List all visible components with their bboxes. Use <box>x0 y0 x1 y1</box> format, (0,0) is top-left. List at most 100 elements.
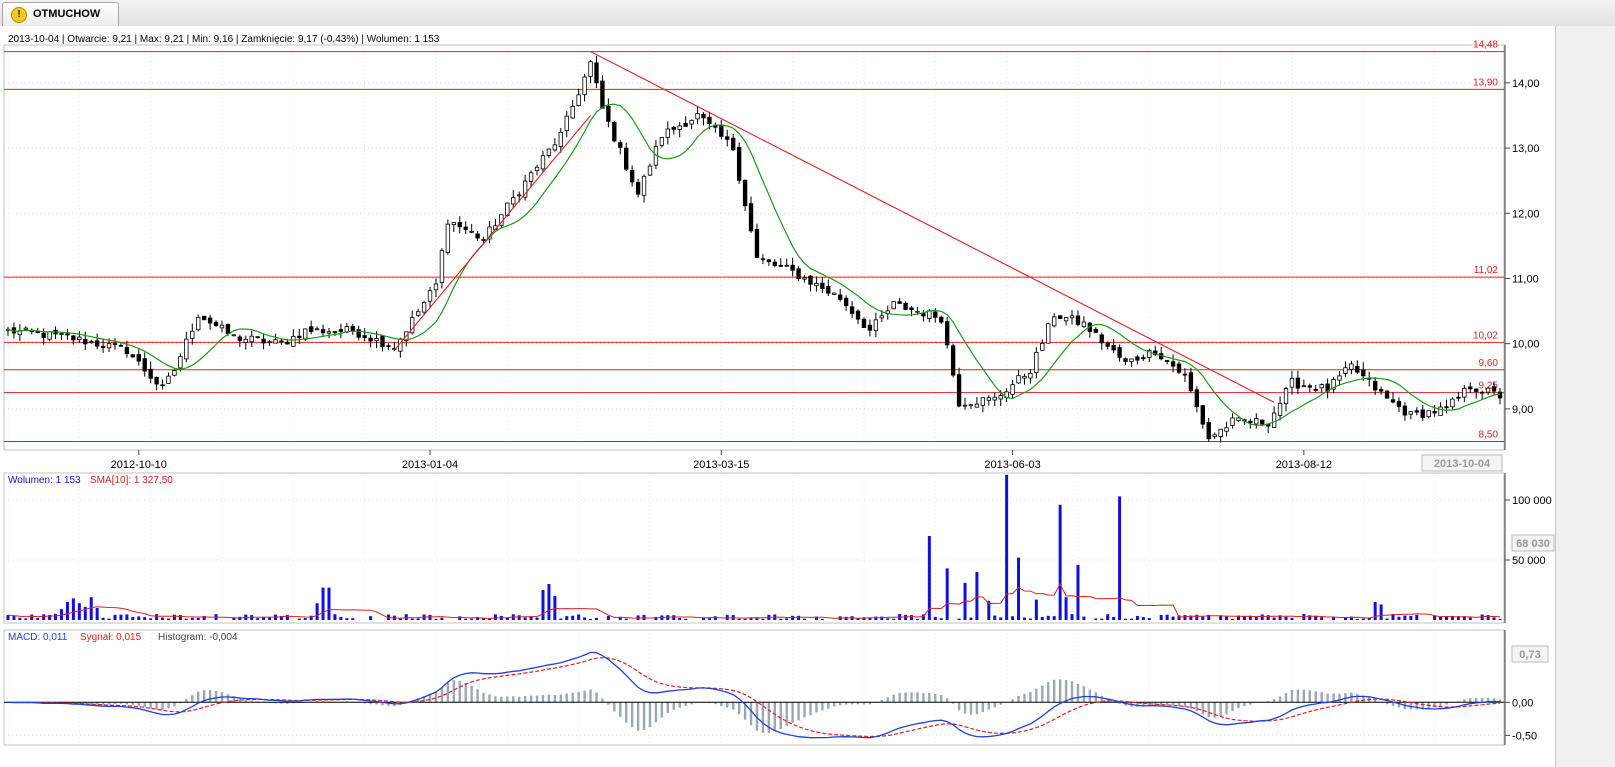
volume-bar <box>184 618 188 620</box>
histogram-bar <box>1088 689 1092 703</box>
histogram-bar <box>238 698 242 703</box>
candle <box>1355 365 1360 373</box>
histogram-bar <box>767 702 771 733</box>
candle <box>635 181 641 195</box>
volume-bar <box>71 598 75 620</box>
volume-bar <box>137 616 141 620</box>
candle <box>356 329 361 338</box>
volume-bar <box>1141 617 1145 620</box>
histogram-bar <box>155 702 158 710</box>
candle <box>927 310 932 319</box>
candle <box>249 335 254 343</box>
right-scrollbar-area[interactable] <box>1555 26 1615 767</box>
volume-bar <box>1207 614 1211 620</box>
volume-bar <box>779 618 783 620</box>
histogram-bar <box>1183 702 1187 707</box>
candle <box>1194 389 1200 407</box>
histogram-bar <box>244 699 247 703</box>
candle <box>1414 410 1419 413</box>
histogram-bar <box>1064 680 1068 703</box>
volume-bar <box>101 617 105 620</box>
candle <box>77 336 82 341</box>
candle <box>1224 427 1229 432</box>
volume-bar <box>1201 616 1205 620</box>
histogram-bar <box>1433 702 1436 708</box>
histogram-bar <box>1154 702 1157 705</box>
macd-y-tick: -0,50 <box>1512 730 1537 742</box>
y-tick-label: 13,00 <box>1512 143 1540 155</box>
histogram-bar <box>464 682 467 703</box>
candle <box>820 282 825 290</box>
candle <box>1456 396 1461 399</box>
candle <box>641 175 647 196</box>
candle <box>564 115 569 132</box>
candle <box>600 80 605 109</box>
volume-bar <box>1094 618 1098 620</box>
histogram-bar <box>90 702 93 705</box>
macd-value-label: 0,73 <box>1519 649 1540 661</box>
volume-bar <box>458 616 462 620</box>
histogram-bar <box>833 702 836 707</box>
candle <box>1188 372 1194 392</box>
candle <box>665 128 670 138</box>
y-tick-label: 10,00 <box>1512 339 1540 351</box>
candle <box>71 335 76 341</box>
histogram-bar <box>797 702 800 721</box>
candle <box>683 123 688 127</box>
volume-bar <box>1248 615 1252 620</box>
volume-bar <box>684 618 688 620</box>
histogram-bar <box>476 689 479 703</box>
histogram-bar <box>125 702 129 705</box>
chart-area[interactable]: 14,48 13,90 11,02 10,02 9,60 9,25 8,50 14,00 13… <box>0 26 1555 767</box>
candle <box>130 354 136 358</box>
candle <box>415 311 421 316</box>
level-label: 13,90 <box>1473 77 1498 88</box>
histogram-bar <box>624 702 628 723</box>
histogram-bar <box>1070 681 1074 703</box>
volume-bar <box>1177 615 1181 620</box>
candle <box>89 341 94 344</box>
volume-bar <box>1135 615 1139 620</box>
candle <box>903 302 908 310</box>
volume-bar <box>1124 618 1128 620</box>
histogram-bar <box>773 702 777 732</box>
volume-y-tick: 100 000 <box>1512 495 1552 507</box>
macd-panel: 0,00-0,500,73 MACD: 0,011 Sygnał: 0,015 … <box>3 629 1549 746</box>
x-tick-label: 2013-06-03 <box>984 459 1040 471</box>
candle <box>950 345 956 376</box>
candle <box>451 222 456 225</box>
candle <box>843 297 849 307</box>
volume-bar <box>1320 617 1324 620</box>
volume-bar <box>339 616 343 620</box>
candle <box>540 155 546 170</box>
histogram-bar <box>850 702 854 705</box>
candle <box>873 319 879 332</box>
volume-bar <box>238 616 242 620</box>
volume-bar <box>149 618 153 620</box>
candle <box>1230 417 1235 426</box>
volume-bar <box>957 618 961 620</box>
volume-bar <box>1290 617 1294 620</box>
candle <box>790 264 795 271</box>
candle <box>1046 323 1051 344</box>
candle <box>766 259 772 263</box>
candle <box>326 331 332 334</box>
candle <box>998 395 1003 400</box>
histogram-bar <box>428 693 432 703</box>
histogram-bar <box>607 702 610 705</box>
volume-bar <box>178 615 182 620</box>
histogram-bar <box>642 702 646 730</box>
volume-bar <box>345 618 349 620</box>
histogram-bar <box>940 694 943 703</box>
histogram-bar <box>838 702 842 706</box>
candle <box>1497 391 1503 399</box>
candle <box>481 239 486 241</box>
candle <box>962 404 968 407</box>
volume-bar <box>1397 616 1401 620</box>
histogram-bar <box>916 692 919 703</box>
volume-bar <box>1343 617 1347 620</box>
volume-bar <box>910 615 914 620</box>
candle <box>1301 385 1307 388</box>
tab-otmuchow[interactable]: ! OTMUCHOW <box>2 2 119 26</box>
volume-bar <box>256 618 260 620</box>
